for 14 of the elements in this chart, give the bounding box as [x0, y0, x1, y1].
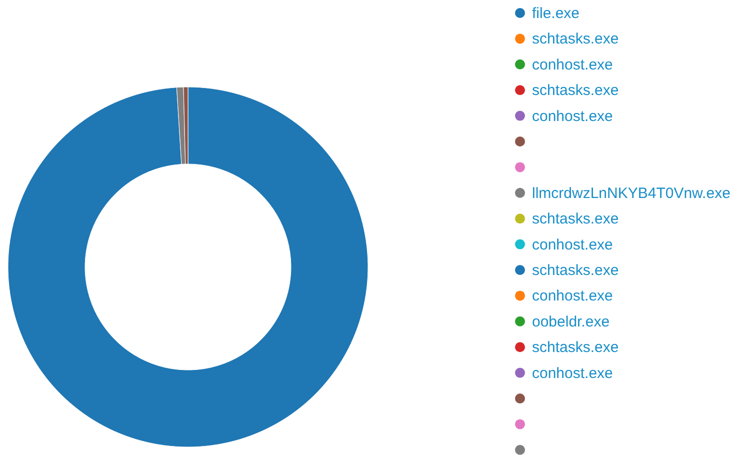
legend-label: conhost.exe [532, 236, 613, 254]
legend-label: oobeldr.exe [532, 313, 610, 330]
legend-label: conhost.exe [532, 108, 613, 125]
legend-label: conhost.exe [532, 288, 613, 305]
legend-label: llmcrdwzLnNKYB4T0Vnw.exe [532, 184, 730, 202]
legend-label: schtasks.exe [532, 30, 619, 48]
legend-label: schtasks.exe [532, 262, 619, 279]
legend-label: conhost.exe [532, 364, 613, 382]
legend-label: file.exe [532, 5, 580, 22]
legend-label: schtasks.exe [532, 210, 619, 228]
donut-slice [8, 86, 368, 448]
legend-label: schtasks.exe [532, 339, 619, 356]
legend-label: schtasks.exe [532, 82, 619, 100]
legend-label: conhost.exe [532, 56, 613, 74]
